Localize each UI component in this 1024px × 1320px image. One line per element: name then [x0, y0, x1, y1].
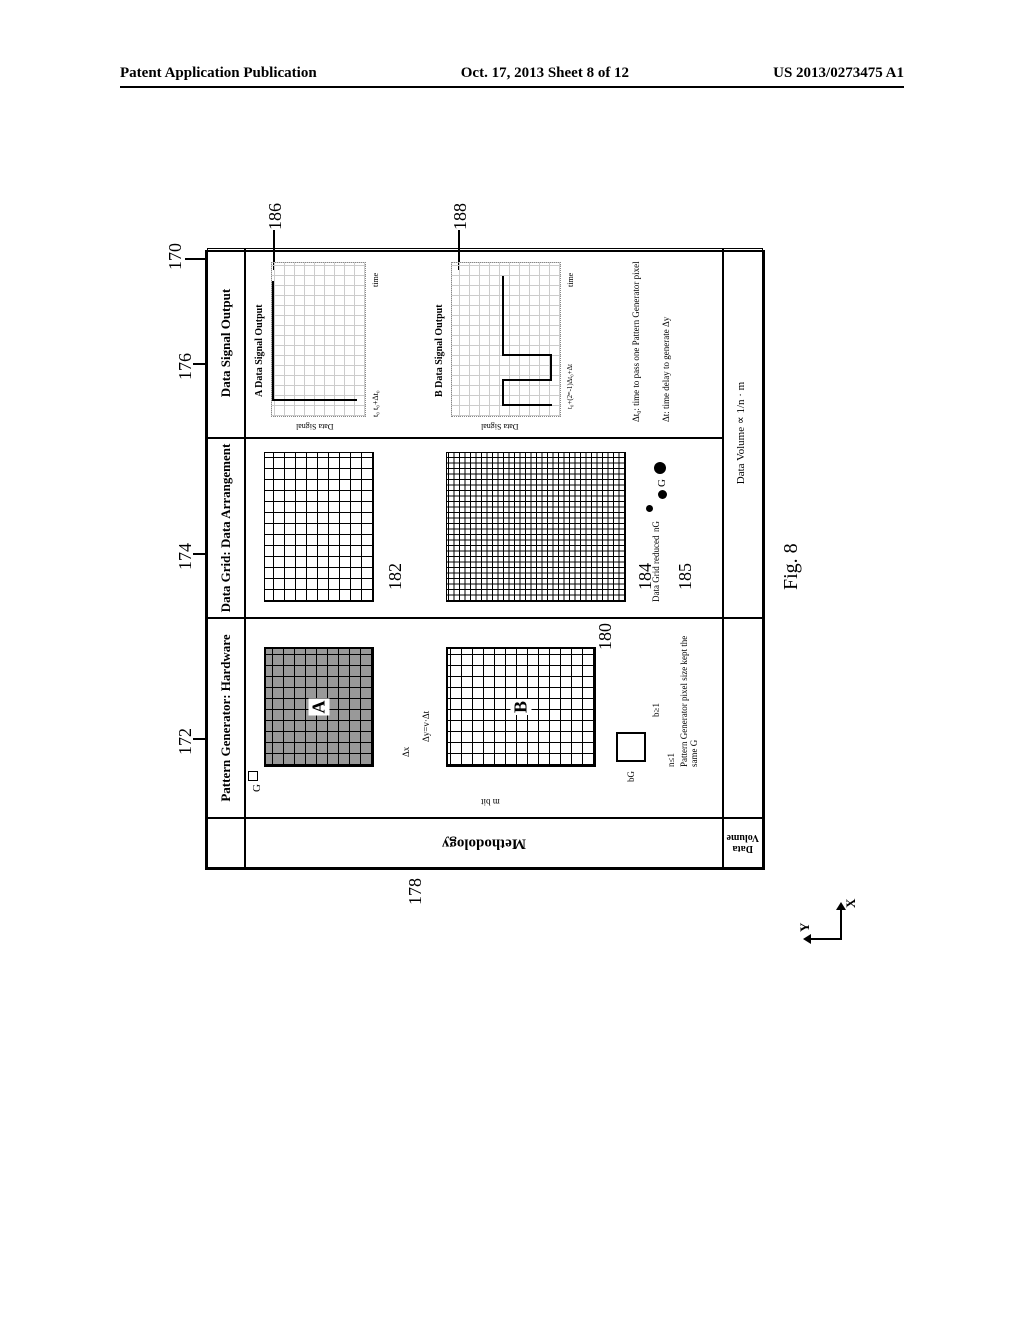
- grid-b-label: B: [511, 699, 532, 715]
- ds-a-y-axis: Data Signal: [296, 422, 334, 431]
- dot-icon: [654, 462, 666, 474]
- x-axis-arrow: [840, 905, 842, 940]
- ds-b-x-left: t₀+(2ᵐ-1)Δt₀+Δt: [566, 364, 575, 409]
- ds-a-x-right: time: [371, 273, 381, 287]
- data-grid-a: [264, 452, 374, 602]
- data-grid-b: [446, 452, 626, 602]
- ds-a-x-left: t₀ t₀+Δt₀: [371, 390, 381, 417]
- signal-line-a-rise: [272, 399, 357, 401]
- corner-cell: [207, 818, 245, 868]
- x-axis-label: X: [843, 899, 859, 908]
- y-arrowhead-icon: [803, 934, 811, 944]
- header-right: US 2013/0273475 A1: [773, 65, 904, 82]
- g-arrow-label: G: [251, 784, 263, 792]
- ds-a-title: A Data Signal Output: [254, 304, 265, 397]
- g-legend-box: [248, 771, 258, 781]
- bg-square: [616, 732, 646, 762]
- y-axis-label: Y: [797, 923, 813, 932]
- ds-note-1: Δt₀: time to pass one Pattern Generator …: [631, 257, 643, 422]
- dot-icon: [658, 490, 667, 499]
- ds-b-y-axis: Data Signal: [481, 422, 519, 431]
- n-le-1-label: n≤1: [666, 753, 676, 767]
- ref-176-arrow: [193, 363, 205, 365]
- figure-caption: Fig. 8: [780, 543, 803, 590]
- delta-x-label: Δx: [401, 747, 411, 757]
- pattern-grid-b: B: [446, 647, 596, 767]
- ref-172-arrow: [193, 738, 205, 740]
- dot-icon: [646, 505, 653, 512]
- main-comparison-table: Pattern Generator: Hardware Data Grid: D…: [205, 250, 765, 870]
- signal-line-a-flat: [272, 281, 274, 401]
- cell-data-signal: A Data Signal Output Data Signal t₀ t₀+Δ…: [245, 248, 723, 438]
- ds-b-title: B Data Signal Output: [434, 304, 445, 397]
- row-label-methodology: Methodology: [245, 818, 723, 868]
- pg-kept-label: Pattern Generator pixel size kept the sa…: [679, 627, 699, 767]
- signal-b-v3: [502, 354, 552, 356]
- ds-note-2: Δt: time delay to generate Δy: [661, 257, 673, 422]
- ref-174-arrow: [193, 553, 205, 555]
- g-dot-label: G: [656, 479, 668, 487]
- signal-b-h1: [502, 381, 504, 406]
- cell-pattern-generator: G A Δx Δy=v·Δt m bit B bG b≥1 n≤1 Patter…: [245, 618, 723, 818]
- y-axis-arrow: [807, 938, 842, 940]
- ref-178: 178: [405, 878, 426, 905]
- col-header-data-signal: Data Signal Output: [207, 248, 245, 438]
- col-header-pattern-generator: Pattern Generator: Hardware: [207, 618, 245, 818]
- ref-176: 176: [175, 353, 196, 380]
- dg-reduced-label: Data Grid reduced: [651, 536, 661, 602]
- ng-label: nG: [651, 521, 661, 532]
- pattern-grid-a: A: [264, 647, 374, 767]
- cell-data-grid: Data Grid reduced nG G: [245, 438, 723, 618]
- ref-186: 186: [265, 203, 286, 230]
- b-ge-1-label: b≥1: [651, 703, 661, 717]
- delta-y-label: Δy=v·Δt: [421, 711, 431, 742]
- header-center: Oct. 17, 2013 Sheet 8 of 12: [461, 65, 629, 82]
- grid-a-label: A: [309, 699, 330, 716]
- ref-174: 174: [175, 543, 196, 570]
- ref-188: 188: [450, 203, 471, 230]
- m-bit-label: m bit: [481, 797, 500, 807]
- signal-chart-b: [451, 262, 561, 417]
- signal-b-v1: [502, 404, 552, 406]
- col-header-data-grid: Data Grid: Data Arrangement: [207, 438, 245, 618]
- signal-b-v2: [502, 379, 552, 381]
- ds-b-x-right: time: [566, 273, 576, 287]
- dv-formula-cell: Data Volume ∝ 1/n · m: [723, 248, 763, 618]
- signal-chart-a: [271, 262, 366, 417]
- ref-170: 170: [165, 243, 186, 270]
- header-left: Patent Application Publication: [120, 65, 317, 82]
- row-label-data-volume: Data Volume: [723, 818, 763, 868]
- signal-b-h2: [550, 356, 552, 381]
- dv-pg-cell: [723, 618, 763, 818]
- ref-172: 172: [175, 728, 196, 755]
- axes-indicator: Y X: [815, 890, 865, 940]
- bg-label: bG: [626, 771, 636, 782]
- ref-170-arrow: [185, 258, 205, 260]
- page-header: Patent Application Publication Oct. 17, …: [120, 65, 904, 88]
- signal-b-h3: [502, 276, 504, 356]
- figure-8: 170 172 174 176 178 180 182 184 185 186 …: [205, 310, 825, 870]
